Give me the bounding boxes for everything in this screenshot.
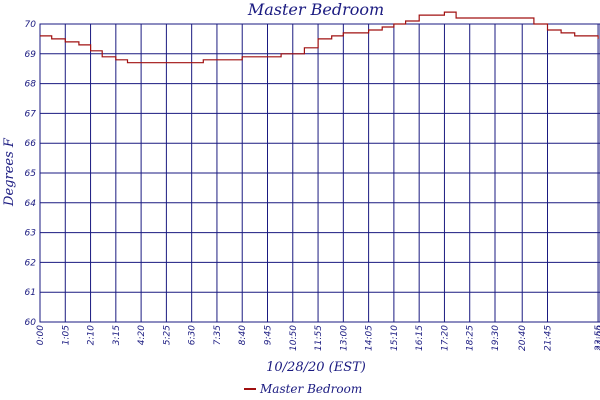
y-tick-label: 67 bbox=[25, 109, 37, 119]
y-axis-label: Degrees F bbox=[2, 137, 17, 207]
y-tick-label: 61 bbox=[25, 288, 36, 298]
x-tick-label: 11:55 bbox=[314, 325, 324, 351]
y-axis-ticks: 60 61 62 63 64 65 66 67 68 69 70 bbox=[25, 20, 37, 328]
x-tick-label: 16:15 bbox=[415, 325, 425, 351]
x-tick-label: 17:20 bbox=[440, 325, 450, 351]
x-tick-label: 19:30 bbox=[491, 325, 501, 351]
x-tick-label: 4:20 bbox=[137, 325, 147, 345]
y-tick-label: 68 bbox=[25, 80, 37, 90]
legend: Master Bedroom bbox=[244, 382, 362, 396]
y-tick-label: 60 bbox=[25, 318, 37, 328]
x-tick-label: 5:25 bbox=[162, 325, 172, 345]
legend-label: Master Bedroom bbox=[259, 382, 362, 396]
x-tick-label: 23:55 bbox=[594, 325, 600, 351]
x-tick-label: 18:25 bbox=[466, 325, 476, 351]
x-tick-label: 6:30 bbox=[188, 325, 198, 345]
y-tick-label: 69 bbox=[25, 50, 37, 60]
x-axis-label: 10/28/20 (EST) bbox=[266, 360, 366, 375]
x-tick-label: 9:45 bbox=[264, 325, 274, 345]
x-axis-ticks: 0:00 1:05 2:10 3:15 4:20 5:25 6:30 7:35 8:40 9:45… bbox=[36, 325, 600, 351]
x-tick-label: 13:00 bbox=[339, 325, 349, 351]
y-tick-label: 64 bbox=[25, 199, 37, 209]
y-tick-label: 63 bbox=[25, 229, 37, 239]
grid bbox=[39, 23, 600, 323]
y-tick-label: 66 bbox=[25, 139, 37, 149]
x-tick-label: 0:00 bbox=[36, 325, 46, 345]
x-tick-label: 15:10 bbox=[390, 325, 400, 351]
x-tick-label: 10:50 bbox=[289, 325, 299, 351]
x-tick-label: 8:40 bbox=[238, 325, 248, 345]
x-tick-label: 21:45 bbox=[544, 325, 554, 351]
chart-title: Master Bedroom bbox=[247, 0, 384, 19]
x-tick-label: 1:05 bbox=[61, 325, 71, 345]
x-tick-label: 20:40 bbox=[518, 325, 528, 351]
x-tick-label: 24:00 bbox=[596, 325, 600, 351]
y-tick-label: 65 bbox=[25, 169, 37, 179]
plot-border bbox=[39, 23, 600, 323]
x-tick-label: 14:05 bbox=[365, 325, 375, 351]
x-tick-label: 2:10 bbox=[87, 325, 97, 345]
y-tick-label: 62 bbox=[25, 258, 37, 268]
x-tick-label: 7:35 bbox=[213, 325, 223, 345]
x-tick-label: 3:15 bbox=[112, 325, 122, 345]
series-line-master-bedroom bbox=[40, 11, 599, 64]
y-tick-label: 70 bbox=[25, 20, 37, 30]
